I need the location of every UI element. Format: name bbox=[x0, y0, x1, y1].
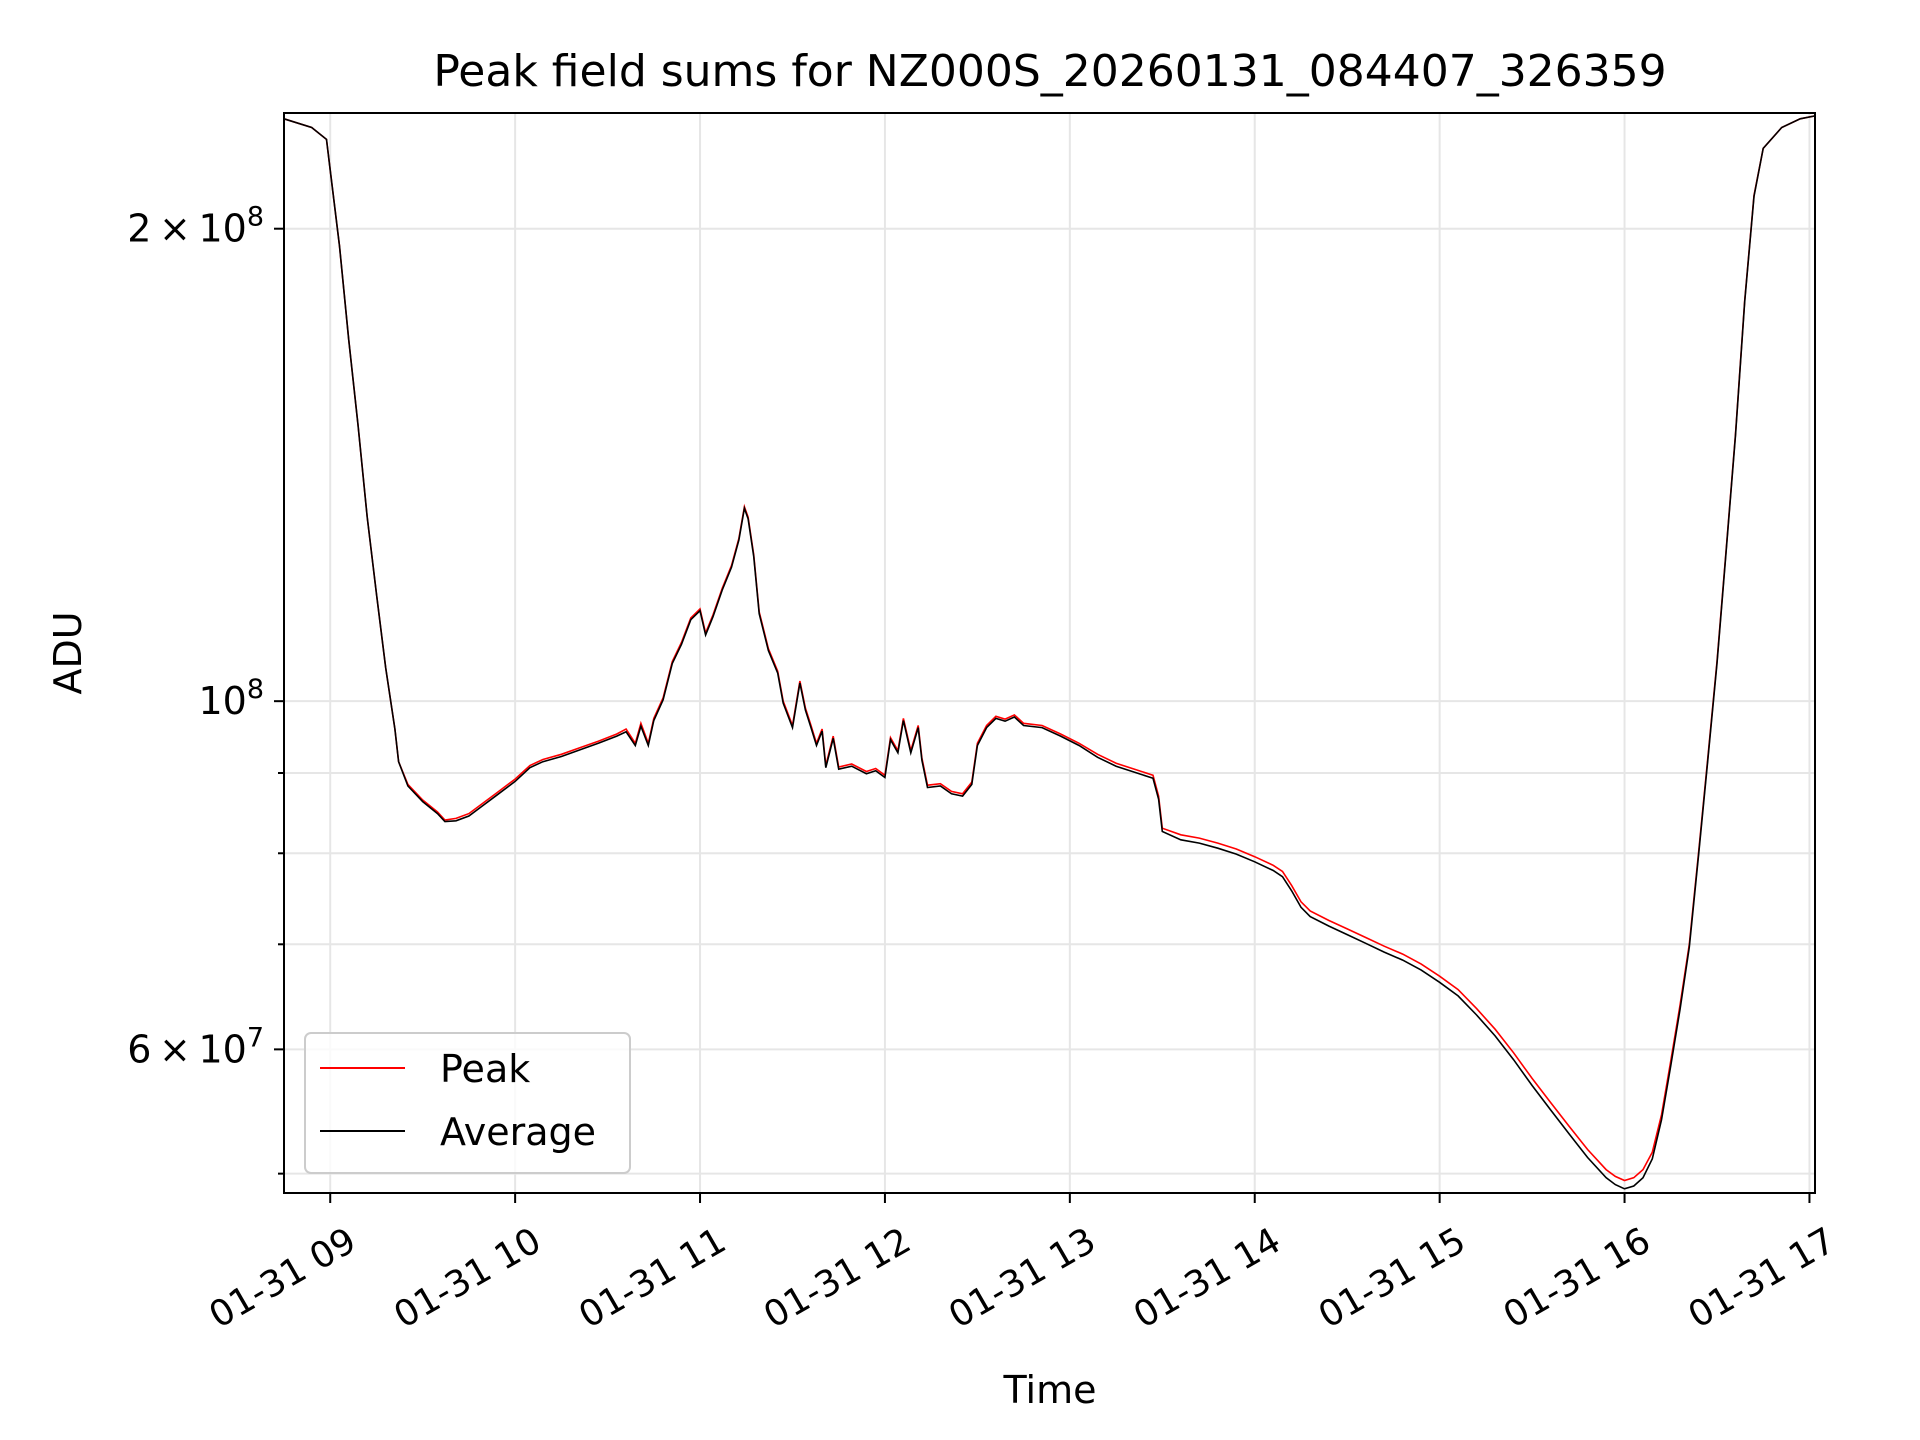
grid bbox=[284, 113, 1815, 1193]
series-line-average bbox=[283, 115, 1816, 1190]
y-tick-label: 6 × 107 bbox=[127, 1022, 264, 1071]
x-tick-label: 01-31 12 bbox=[757, 1220, 918, 1336]
plot-area-frame bbox=[283, 112, 1816, 1194]
y-tick-label: 108 bbox=[198, 674, 264, 723]
series-layer bbox=[283, 115, 1816, 1190]
x-tick-label: 01-31 17 bbox=[1682, 1220, 1843, 1336]
x-tick-label: 01-31 16 bbox=[1497, 1220, 1658, 1336]
legend: Peak Average bbox=[304, 1032, 631, 1174]
x-tick-label: 01-31 15 bbox=[1312, 1220, 1473, 1336]
y-axis: 6 × 107 108 2 × 108 bbox=[127, 202, 284, 1175]
chart-title: Peak field sums for NZ000S_20260131_0844… bbox=[433, 46, 1666, 97]
legend-label-average: Average bbox=[440, 1110, 596, 1154]
legend-label-peak: Peak bbox=[440, 1047, 530, 1091]
series-line-peak bbox=[283, 115, 1816, 1182]
x-tick-label: 01-31 09 bbox=[202, 1220, 363, 1336]
y-tick-label: 2 × 108 bbox=[127, 202, 264, 251]
x-tick-label: 01-31 11 bbox=[572, 1220, 733, 1336]
x-tick-label: 01-31 13 bbox=[942, 1220, 1103, 1336]
x-tick-label: 01-31 14 bbox=[1127, 1220, 1288, 1336]
y-axis-label: ADU bbox=[46, 611, 90, 694]
x-axis-label: Time bbox=[1003, 1368, 1097, 1412]
x-axis: 01-31 09 01-31 10 01-31 11 01-31 12 01-31 13… bbox=[202, 1193, 1842, 1337]
x-tick-label: 01-31 10 bbox=[387, 1220, 548, 1336]
